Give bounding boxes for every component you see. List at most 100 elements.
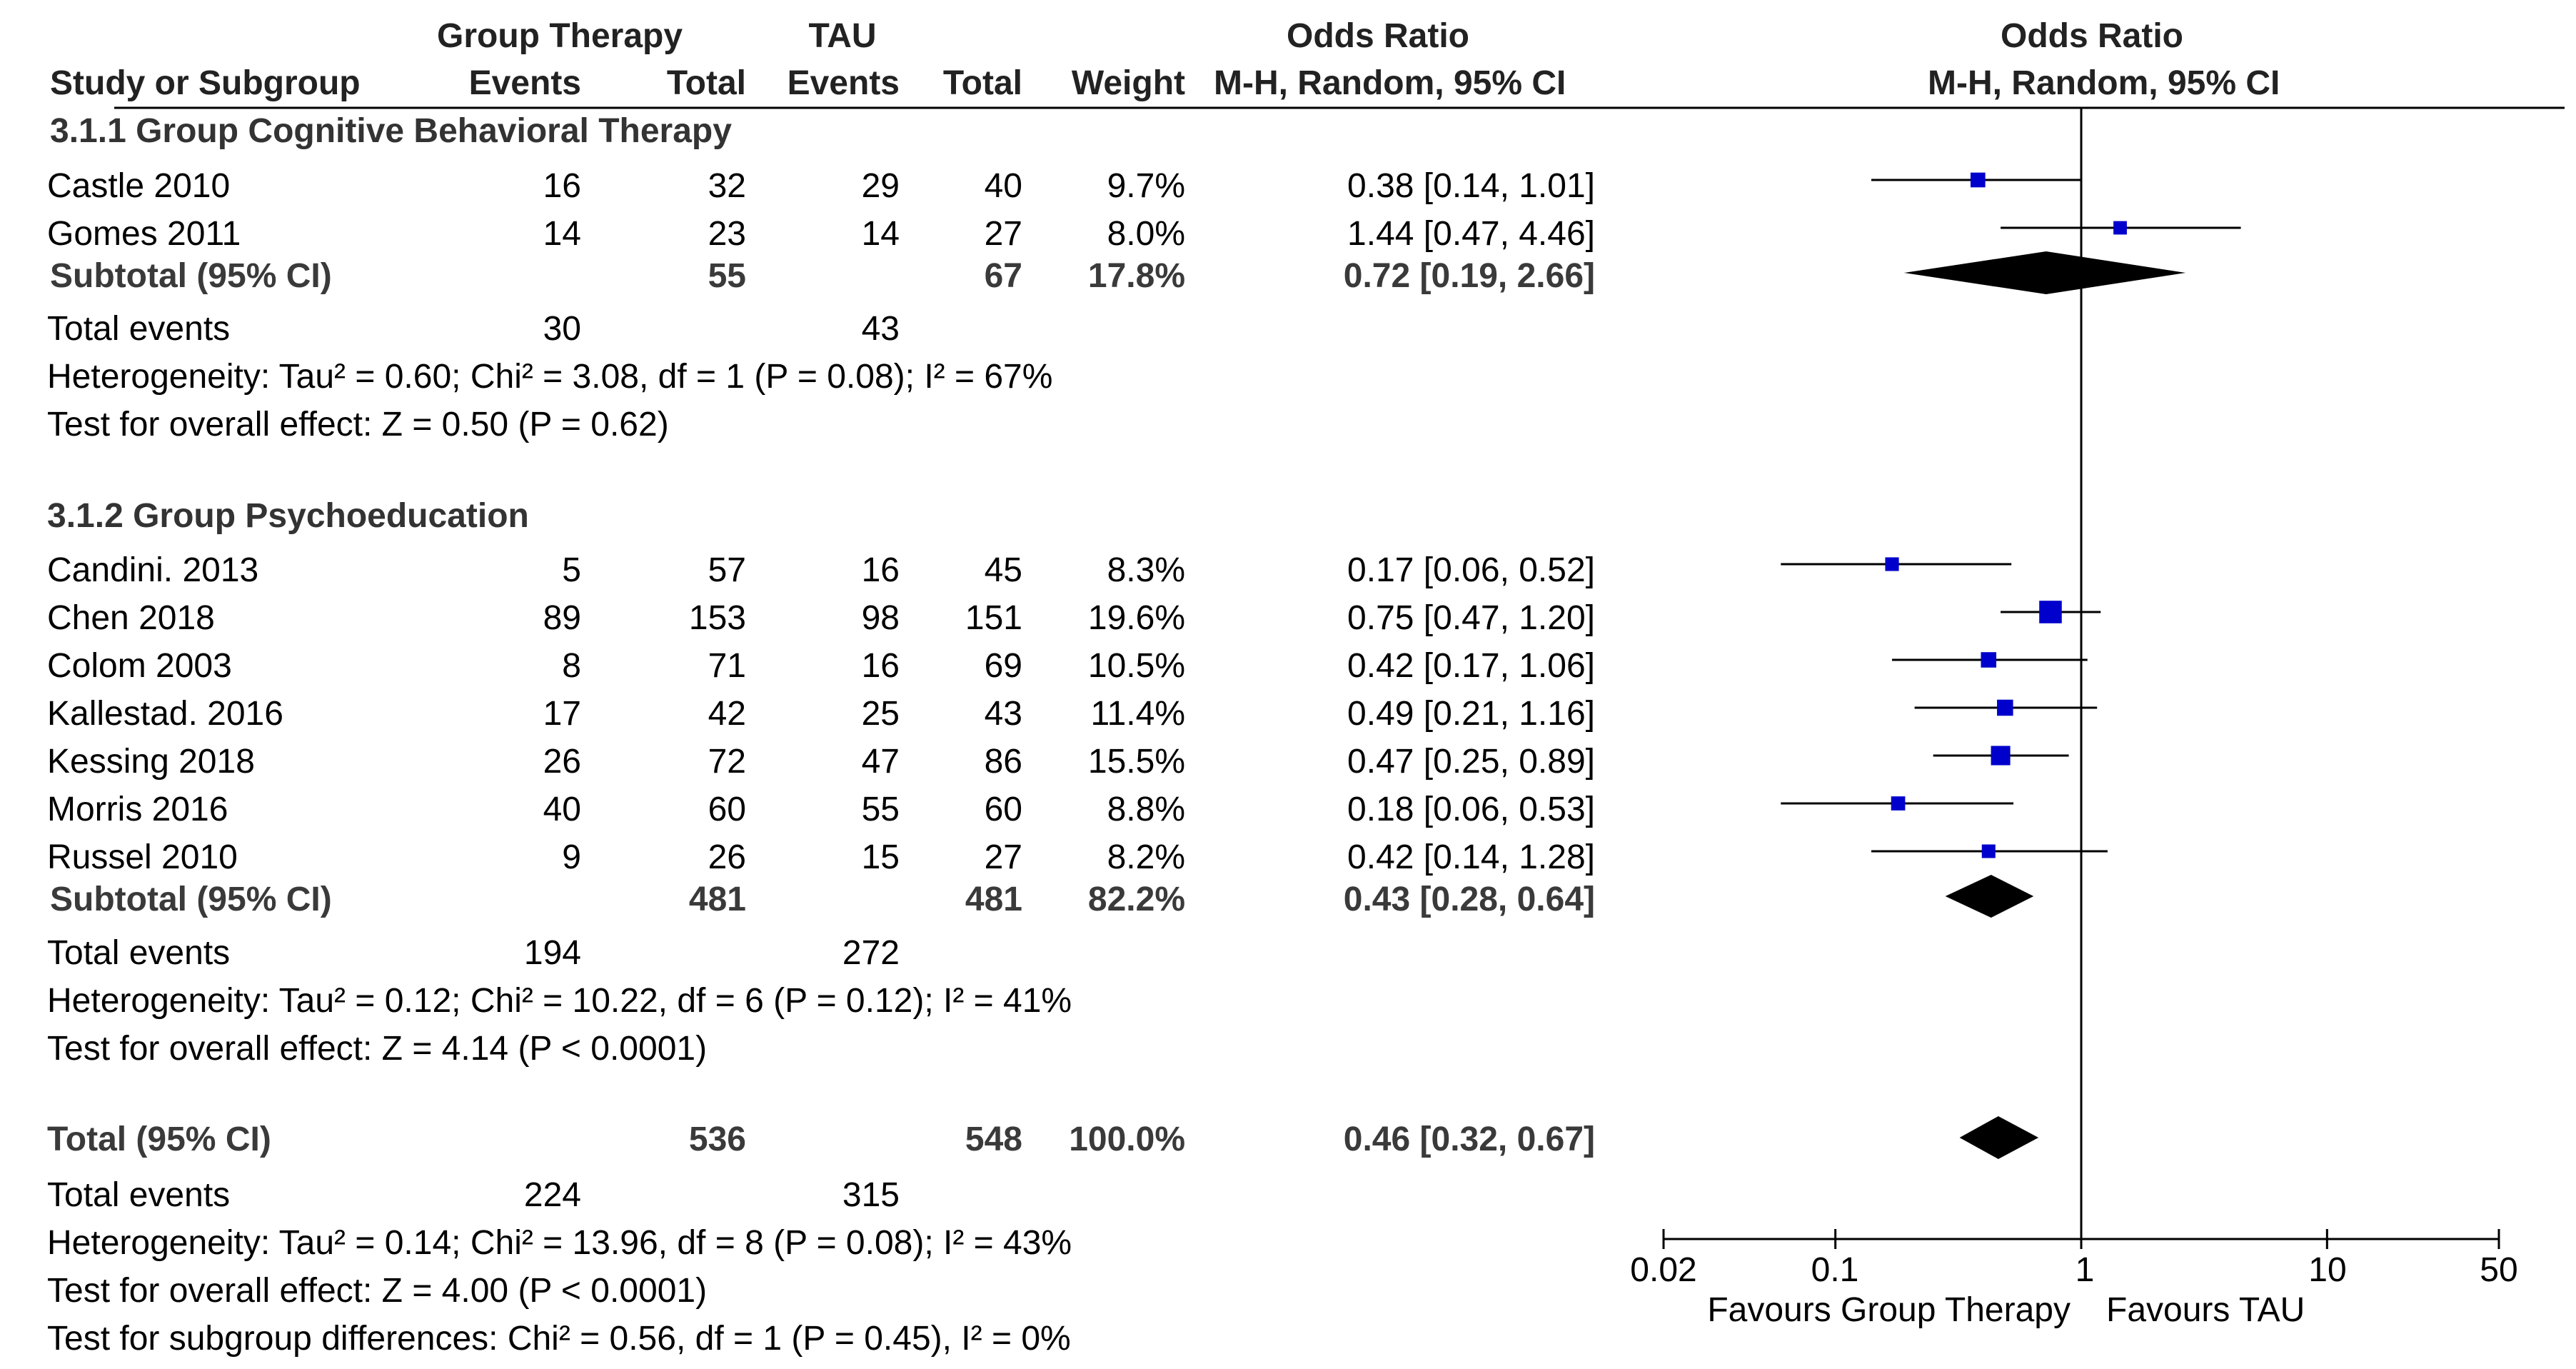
events-1: 5	[562, 551, 581, 589]
subtotal-total-1: 481	[688, 881, 746, 918]
study-square	[1981, 652, 1997, 668]
total-1: 32	[708, 167, 746, 205]
total-1: 23	[708, 215, 746, 253]
subgroup-title: 3.1.1 Group Cognitive Behavioral Therapy	[50, 112, 732, 150]
heterogeneity-text: Heterogeneity: Tau² = 0.12; Chi² = 10.22…	[47, 982, 1072, 1020]
subtotal-label: Subtotal (95% CI)	[50, 257, 332, 295]
total-2: 27	[984, 838, 1022, 876]
favours-right-label: Favours TAU	[2106, 1291, 2305, 1329]
header-tau: TAU	[808, 17, 877, 55]
total-2: 151	[965, 599, 1022, 637]
subtotal-label: Subtotal (95% CI)	[50, 881, 332, 918]
header-events-2: Events	[787, 64, 900, 102]
study-name: Chen 2018	[47, 599, 215, 637]
events-1: 26	[543, 743, 581, 781]
total-label: Total (95% CI)	[47, 1120, 271, 1158]
total-total-1: 536	[688, 1120, 746, 1158]
weight: 15.5%	[1087, 743, 1185, 781]
header-events-1: Events	[468, 64, 581, 102]
header-total-1: Total	[666, 64, 746, 102]
events-1: 9	[562, 838, 581, 876]
odds-ratio-ci: 0.49 [0.21, 1.16]	[1347, 695, 1595, 733]
study-name: Morris 2016	[47, 791, 228, 828]
events-2: 16	[861, 551, 900, 589]
odds-ratio-ci: 0.75 [0.47, 1.20]	[1347, 599, 1595, 637]
total-1: 60	[708, 791, 746, 828]
total-events-label: Total events	[47, 1176, 231, 1214]
total-1: 153	[688, 599, 746, 637]
study-square	[1997, 699, 2013, 716]
heterogeneity-text: Heterogeneity: Tau² = 0.14; Chi² = 13.96…	[47, 1224, 1072, 1262]
total-events-2: 43	[861, 310, 900, 348]
header-odds-ratio-right: Odds Ratio	[2000, 17, 2183, 55]
study-name: Russel 2010	[47, 838, 238, 876]
total-events-1: 30	[543, 310, 581, 348]
study-square	[1981, 844, 1996, 858]
axis-tick-label: 10	[2308, 1251, 2347, 1289]
total-total-2: 548	[965, 1120, 1022, 1158]
events-2: 25	[861, 695, 900, 733]
pooled-diamond	[1945, 875, 2034, 918]
study-name: Kallestad. 2016	[47, 695, 283, 733]
pooled-diamond	[1959, 1116, 2039, 1159]
subtotal-ci: 0.43 [0.28, 0.64]	[1343, 881, 1595, 918]
subtotal-total-2: 481	[965, 881, 1022, 918]
odds-ratio-ci: 0.42 [0.17, 1.06]	[1347, 647, 1595, 685]
header-study: Study or Subgroup	[50, 64, 361, 102]
total-1: 26	[708, 838, 746, 876]
axis-tick-label: 1	[2075, 1251, 2095, 1289]
odds-ratio-ci: 0.47 [0.25, 0.89]	[1347, 743, 1595, 781]
total-1: 71	[708, 647, 746, 685]
header-group-therapy: Group Therapy	[437, 17, 683, 55]
subtotal-total-2: 67	[984, 257, 1022, 295]
total-2: 86	[984, 743, 1022, 781]
total-1: 72	[708, 743, 746, 781]
subtotal-ci: 0.72 [0.19, 2.66]	[1343, 257, 1595, 295]
weight: 10.5%	[1087, 647, 1185, 685]
heterogeneity-text: Heterogeneity: Tau² = 0.60; Chi² = 3.08,…	[47, 358, 1053, 396]
study-square	[1991, 746, 2011, 766]
overall-effect-text: Test for overall effect: Z = 4.14 (P < 0…	[47, 1030, 708, 1068]
total-1: 57	[708, 551, 746, 589]
events-1: 89	[543, 599, 581, 637]
overall-effect-text: Test for overall effect: Z = 4.00 (P < 0…	[47, 1272, 708, 1310]
axis-tick-label: 0.02	[1630, 1251, 1697, 1289]
events-2: 14	[861, 215, 900, 253]
total-2: 40	[984, 167, 1022, 205]
header-method-left: M-H, Random, 95% CI	[1214, 64, 1566, 102]
total-2: 60	[984, 791, 1022, 828]
pooled-diamond	[1903, 251, 2186, 294]
favours-left-label: Favours Group Therapy	[1707, 1291, 2071, 1329]
total-events-2: 272	[842, 934, 900, 972]
subtotal-total-1: 55	[708, 257, 746, 295]
events-1: 16	[543, 167, 581, 205]
study-square	[2113, 221, 2127, 235]
overall-effect-text: Test for overall effect: Z = 0.50 (P = 0…	[47, 406, 669, 443]
header-total-2: Total	[942, 64, 1022, 102]
study-name: Castle 2010	[47, 167, 231, 205]
axis-tick-label: 0.1	[1811, 1251, 1859, 1289]
header-method-right: M-H, Random, 95% CI	[1928, 64, 2280, 102]
odds-ratio-ci: 0.42 [0.14, 1.28]	[1347, 838, 1595, 876]
study-name: Gomes 2011	[47, 215, 241, 253]
total-2: 27	[984, 215, 1022, 253]
weight: 9.7%	[1107, 167, 1185, 205]
events-2: 55	[861, 791, 900, 828]
header-weight: Weight	[1071, 64, 1185, 102]
total-events-1: 194	[523, 934, 581, 972]
total-2: 69	[984, 647, 1022, 685]
weight: 8.3%	[1107, 551, 1185, 589]
events-2: 15	[861, 838, 900, 876]
total-2: 43	[984, 695, 1022, 733]
total-events-2: 315	[842, 1176, 900, 1214]
total-events-1: 224	[523, 1176, 581, 1214]
header-odds-ratio-left: Odds Ratio	[1286, 17, 1469, 55]
study-square	[1970, 172, 1986, 188]
total-events-label: Total events	[47, 310, 231, 348]
study-name: Colom 2003	[47, 647, 232, 685]
total-1: 42	[708, 695, 746, 733]
events-1: 8	[562, 647, 581, 685]
events-2: 98	[861, 599, 900, 637]
total-events-label: Total events	[47, 934, 231, 972]
events-1: 40	[543, 791, 581, 828]
